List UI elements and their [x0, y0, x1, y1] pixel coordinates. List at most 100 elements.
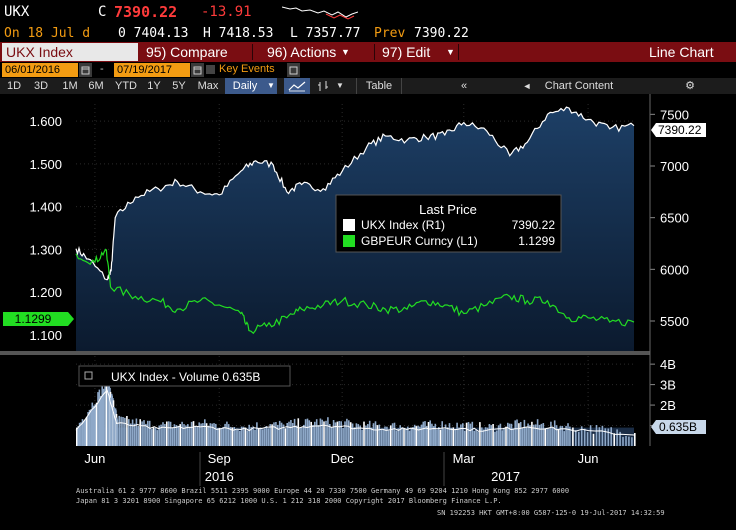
price-legend: Last Price UKX Index (R1) 7390.22 GBPEUR… — [335, 194, 562, 253]
volume-bar — [578, 431, 580, 446]
period-5y-button[interactable]: 5Y — [172, 80, 186, 92]
key-events-icon[interactable] — [287, 63, 300, 77]
actions-caret-icon: ▼ — [341, 47, 350, 57]
volume-bar — [444, 424, 447, 446]
table-button[interactable]: Table — [356, 78, 402, 94]
quote-details: On 18 Jul d 0 7404.13 H 7418.53 L 7357.7… — [0, 24, 736, 42]
frequency-caret-icon[interactable]: ▼ — [265, 78, 277, 94]
volume-legend-expand-icon[interactable] — [84, 371, 93, 380]
line-style-icon[interactable] — [284, 78, 310, 94]
volume-bar — [463, 430, 466, 446]
volume-bar — [224, 423, 226, 446]
volume-bar — [330, 427, 333, 446]
volume-bar — [634, 433, 636, 446]
volume-bar — [357, 424, 360, 446]
chart-content-caret-icon[interactable]: ◄ — [522, 81, 532, 91]
volume-bar — [361, 430, 363, 446]
footer-line-2: Japan 81 3 3201 8900 Singapore 65 6212 1… — [76, 497, 502, 505]
period-ytd-button[interactable]: YTD — [115, 80, 137, 92]
volume-bar — [370, 427, 373, 446]
volume-bar — [527, 423, 529, 446]
volume-bar — [323, 421, 325, 446]
x-axis-tick: Dec — [331, 451, 355, 466]
pane-separator[interactable] — [0, 351, 650, 355]
actions-button[interactable]: 96) Actions — [267, 44, 337, 60]
security-input[interactable]: UKX Index — [2, 43, 138, 61]
volume-bar — [218, 427, 221, 446]
start-date-field[interactable]: 06/01/2016 — [2, 63, 78, 77]
collapse-left-icon[interactable]: « — [460, 80, 468, 92]
legend-title: Last Price — [419, 202, 477, 217]
volume-bar — [508, 423, 511, 446]
volume-bar — [473, 431, 475, 446]
volume-bar — [607, 428, 610, 446]
volume-bar — [77, 426, 79, 446]
volume-bar — [293, 418, 296, 446]
period-1d-button[interactable]: 1D — [6, 80, 22, 92]
volume-bar — [282, 424, 285, 446]
volume-bar — [376, 425, 379, 446]
volume-bar — [209, 423, 212, 446]
end-date-field[interactable]: 07/19/2017 — [114, 63, 190, 77]
calendar-icon[interactable] — [191, 63, 204, 77]
volume-bar — [559, 426, 562, 446]
frequency-select[interactable]: Daily — [225, 78, 265, 94]
volume-bar — [227, 424, 230, 446]
compare-button[interactable]: 95) Compare — [146, 44, 228, 60]
date-range-row: 06/01/2016 - 07/19/2017 Key Events — [0, 62, 736, 78]
volume-bar — [592, 433, 595, 446]
volume-bar — [628, 436, 630, 446]
volume-bar — [85, 416, 88, 446]
right-axis-tick: 6500 — [660, 211, 689, 226]
edit-button[interactable]: 97) Edit — [382, 44, 431, 60]
key-events-checkbox[interactable] — [206, 65, 215, 74]
volume-bar — [346, 418, 348, 446]
volume-legend-label: UKX Index - Volume 0.635B — [111, 370, 260, 384]
volume-bar — [133, 423, 136, 446]
period-3d-button[interactable]: 3D — [33, 80, 49, 92]
volume-bar — [393, 422, 396, 446]
volume-bar — [116, 419, 119, 446]
volume-bar — [135, 418, 138, 446]
volume-bar — [625, 436, 627, 446]
menu-separator — [374, 44, 375, 60]
legend-value-gbpeur: 1.1299 — [518, 234, 555, 248]
volume-bar — [492, 424, 494, 446]
volume-bar — [378, 424, 381, 446]
period-1y-button[interactable]: 1Y — [147, 80, 161, 92]
period-max-button[interactable]: Max — [197, 80, 219, 92]
volume-bar — [467, 422, 470, 446]
bar-style-caret-icon[interactable]: ▼ — [336, 81, 344, 90]
volume-bar — [604, 428, 607, 446]
volume-bar — [145, 423, 147, 446]
volume-bar — [372, 423, 375, 446]
volume-bar — [173, 424, 176, 446]
volume-bar — [431, 423, 433, 446]
volume-bar — [403, 428, 405, 446]
calendar-icon[interactable] — [79, 63, 92, 77]
volume-bar — [494, 431, 496, 446]
volume-bar — [519, 422, 522, 446]
volume-bar — [616, 429, 618, 446]
volume-bar — [514, 420, 516, 446]
volume-bar — [312, 424, 314, 446]
volume-bar — [329, 424, 331, 446]
left-axis-tick: 1.600 — [29, 114, 62, 129]
volume-bar — [254, 430, 256, 446]
volume-bar — [327, 417, 329, 446]
volume-bar — [229, 426, 232, 446]
volume-bar — [495, 430, 498, 446]
legend-swatch-ukx — [343, 219, 355, 231]
period-6m-button[interactable]: 6M — [88, 80, 104, 92]
volume-bar — [462, 423, 464, 446]
volume-bar — [216, 428, 219, 446]
volume-bar — [275, 422, 277, 446]
volume-bar — [482, 429, 485, 446]
period-1m-button[interactable]: 1M — [62, 80, 78, 92]
high-price: H 7418.53 — [203, 26, 274, 41]
chart-content-button[interactable]: Chart Content — [544, 80, 614, 92]
gear-icon[interactable]: ⚙ — [685, 80, 695, 92]
volume-bar — [269, 424, 271, 446]
bar-style-icon[interactable] — [314, 78, 334, 94]
volume-bar — [263, 428, 266, 446]
